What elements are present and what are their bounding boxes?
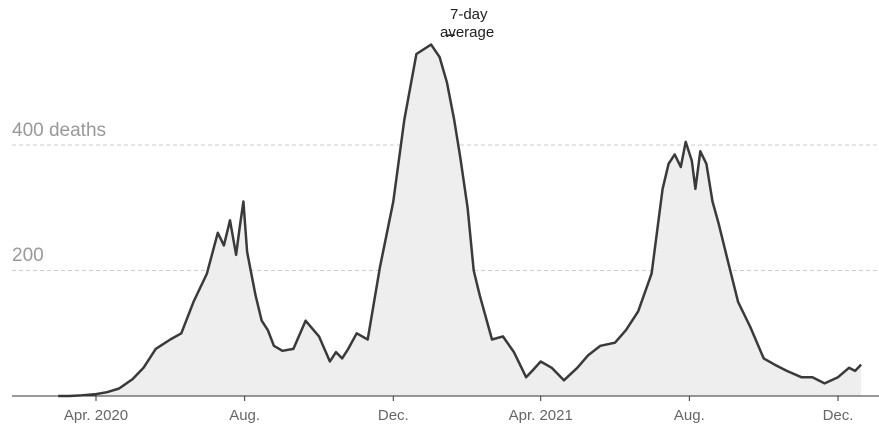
x-tick-label: Dec. [823,407,854,424]
gridlines [12,144,879,271]
x-tick-label: Apr. 2021 [509,407,573,424]
x-tick-label: Apr. 2020 [64,407,128,424]
y-tick-label-200: 200 [12,245,44,266]
y-tick-label-400: 400 deaths [12,120,107,141]
x-tick-label: Dec. [378,407,409,424]
annotation-label: 7-day average [440,6,494,42]
x-tick-label: Aug. [229,407,260,424]
x-axis-ticks: Apr. 2020 Aug. Dec. Apr. 2021 Aug. Dec. [64,396,854,424]
x-tick-label: Aug. [674,407,705,424]
series-line-7-day-average [58,43,863,398]
annotation-line-2: average [440,24,495,41]
annotation-line-1: 7-day [450,6,488,23]
series-area-fill [58,44,862,396]
